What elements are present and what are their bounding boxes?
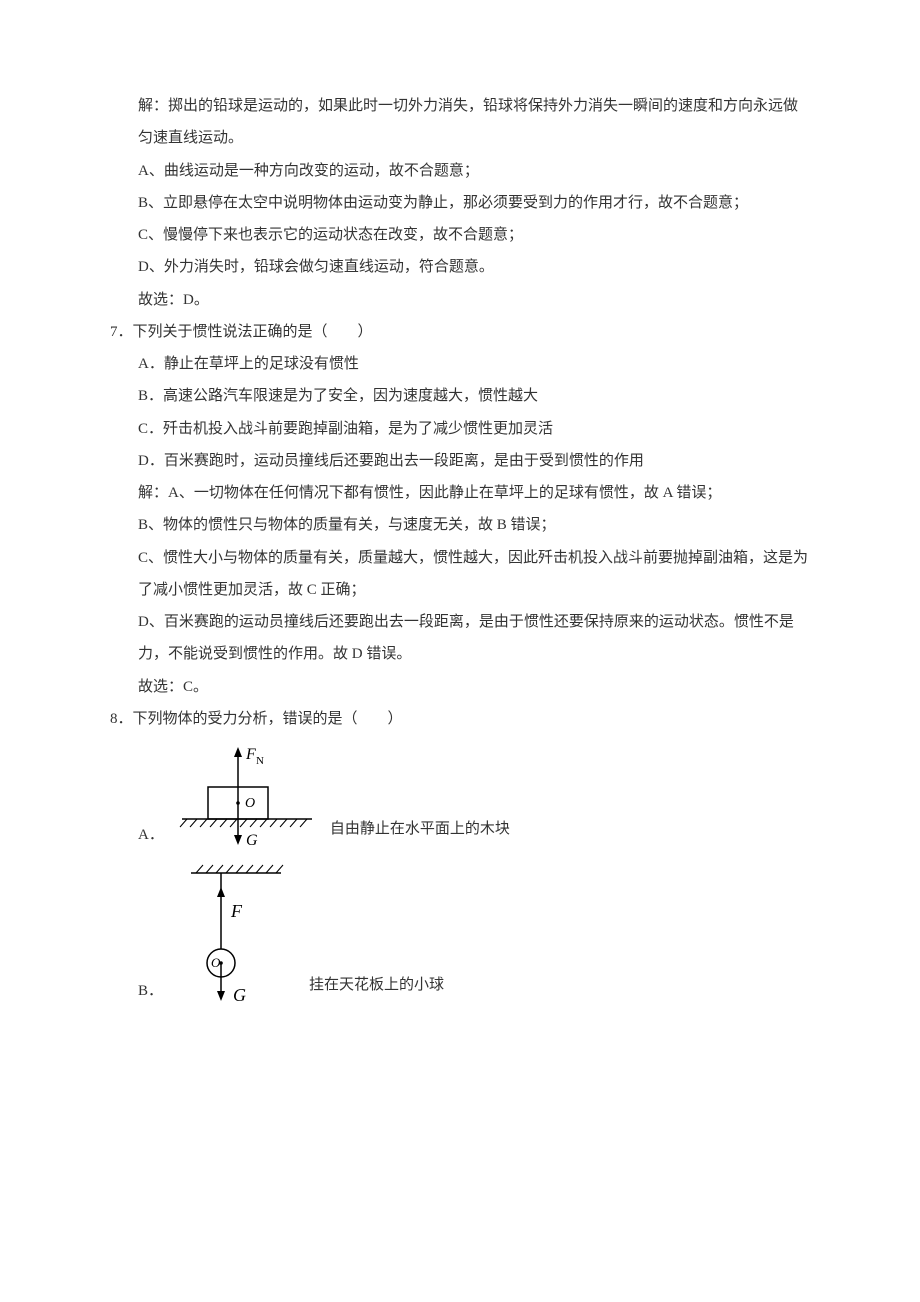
q7-opt-b: B．高速公路汽车限速是为了安全，因为速度越大，惯性越大	[110, 380, 810, 412]
q6-exp-a: A、曲线运动是一种方向改变的运动，故不合题意；	[110, 155, 810, 187]
q8-option-b: B． O F G 挂在天花板上的小球	[138, 857, 810, 1007]
diagram-ball-on-ceiling: O F G	[171, 857, 301, 1007]
svg-text:F: F	[245, 746, 256, 763]
q7-exp-c: C、惯性大小与物体的质量有关，质量越大，惯性越大，因此歼击机投入战斗前要抛掉副油…	[110, 542, 810, 607]
q6-exp-intro: 解：掷出的铅球是运动的，如果此时一切外力消失，铅球将保持外力消失一瞬间的速度和方…	[110, 90, 810, 155]
diagram-block-on-surface: O F N G	[172, 741, 322, 851]
q7-opt-d: D．百米赛跑时，运动员撞线后还要跑出去一段距离，是由于受到惯性的作用	[110, 445, 810, 477]
svg-text:O: O	[245, 796, 255, 811]
svg-text:N: N	[256, 755, 264, 767]
q6-answer: 故选：D。	[110, 284, 810, 316]
q7-stem: 7．下列关于惯性说法正确的是（ ）	[110, 316, 810, 348]
q6-exp-b: B、立即悬停在太空中说明物体由运动变为静止，那必须要受到力的作用才行，故不合题意…	[110, 187, 810, 219]
q6-exp-c: C、慢慢停下来也表示它的运动状态在改变，故不合题意；	[110, 219, 810, 251]
svg-text:F: F	[230, 901, 243, 921]
q7-answer: 故选：C。	[110, 671, 810, 703]
svg-text:G: G	[246, 832, 258, 849]
q7-exp-b: B、物体的惯性只与物体的质量有关，与速度无关，故 B 错误；	[110, 509, 810, 541]
q8-b-caption: 挂在天花板上的小球	[309, 969, 444, 1007]
q6-exp-d: D、外力消失时，铅球会做匀速直线运动，符合题意。	[110, 251, 810, 283]
q7-exp-d: D、百米赛跑的运动员撞线后还要跑出去一段距离，是由于惯性还要保持原来的运动状态。…	[110, 606, 810, 671]
q8-option-a: A． O F N G 自由静止在水平面上的木块	[138, 741, 810, 851]
q8-b-label: B．	[138, 975, 163, 1007]
svg-text:G: G	[233, 985, 246, 1005]
svg-text:O: O	[211, 955, 221, 970]
q8-a-label: A．	[138, 819, 164, 851]
q8-a-caption: 自由静止在水平面上的木块	[330, 813, 510, 851]
q7-opt-a: A．静止在草坪上的足球没有惯性	[110, 348, 810, 380]
q8-stem: 8．下列物体的受力分析，错误的是（ ）	[110, 703, 810, 735]
q7-opt-c: C．歼击机投入战斗前要跑掉副油箱，是为了减少惯性更加灵活	[110, 413, 810, 445]
q7-exp-a: 解：A、一切物体在任何情况下都有惯性，因此静止在草坪上的足球有惯性，故 A 错误…	[110, 477, 810, 509]
